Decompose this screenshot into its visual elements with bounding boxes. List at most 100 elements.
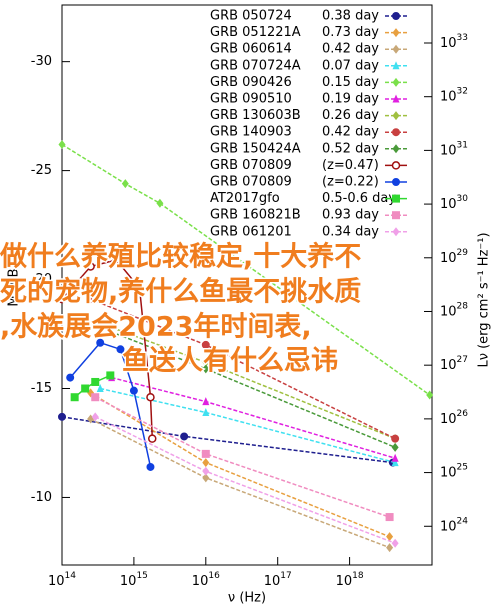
y2-tick-label: 1031 (440, 140, 468, 158)
legend-marker (392, 211, 400, 220)
data-point (202, 473, 210, 483)
y2-axis-label: Lν (erg cm² s⁻¹ Hz⁻¹) (477, 232, 492, 367)
data-point (201, 449, 210, 458)
watermark-text: 死的宠物,养什么鱼最不挑水质 (0, 276, 361, 308)
data-point (146, 462, 155, 471)
data-point (385, 513, 394, 522)
data-point (202, 357, 210, 367)
legend-name: GRB 150424A (210, 141, 301, 156)
data-point (202, 364, 210, 374)
legend-epoch: 0.07 day (322, 58, 379, 73)
series-line (111, 376, 396, 459)
legend-marker (392, 128, 400, 137)
data-point (106, 371, 115, 380)
legend-epoch: 0.26 day (322, 108, 379, 123)
y2-tick-label: 1029 (440, 247, 468, 265)
legend-marker (392, 94, 400, 103)
data-point (91, 377, 100, 386)
data-point (96, 322, 104, 332)
y-tick-label: -30 (31, 54, 52, 69)
data-point (70, 393, 79, 402)
legend-epoch: (z=0.47) (322, 158, 379, 173)
y2-tick-label: 1026 (440, 408, 468, 426)
y-tick-label: -25 (31, 163, 52, 178)
data-point (146, 392, 155, 402)
data-point (202, 397, 210, 406)
legend-epoch: 0.42 day (322, 125, 379, 140)
data-point (58, 412, 66, 421)
series-line (94, 416, 396, 544)
series-line (61, 143, 431, 396)
data-point (58, 139, 66, 149)
y2-tick-label: 1032 (440, 86, 468, 104)
legend-epoch: 0.42 day (322, 42, 379, 57)
data-point (386, 543, 394, 553)
legend-name: GRB 140903 (210, 125, 292, 140)
data-point (116, 345, 125, 354)
y2-tick-label: 1027 (440, 355, 468, 373)
data-point (86, 262, 95, 271)
y2-tick-label: 1028 (440, 301, 468, 319)
data-point (112, 255, 121, 265)
legend-marker (392, 28, 400, 38)
series-line (61, 416, 393, 464)
legend-marker (392, 61, 400, 70)
legend-name: GRB 070809 (210, 158, 292, 173)
x-tick-label: 1015 (120, 571, 148, 589)
legend-marker (392, 12, 400, 20)
legend-epoch: 0.73 day (322, 25, 379, 40)
x-tick-label: 1016 (192, 571, 220, 589)
data-point (156, 198, 164, 208)
legend-name: GRB 070809 (210, 175, 292, 190)
data-point (386, 532, 394, 542)
series-line (74, 374, 111, 398)
data-point (148, 434, 157, 443)
series-line (90, 418, 390, 549)
data-point (391, 442, 399, 452)
data-point (108, 322, 116, 332)
data-point (202, 407, 210, 416)
series-line (94, 396, 390, 518)
data-point (91, 412, 99, 422)
legend-name: GRB 051221A (210, 25, 301, 40)
data-point (202, 466, 210, 476)
watermark-text: ,水族展会2023年时间表, (0, 311, 312, 343)
legend-epoch: 0.34 day (322, 224, 379, 239)
legend-epoch: 0.52 day (322, 141, 379, 156)
legend-epoch: 0.5-0.6 day (322, 191, 396, 206)
legend-name: GRB 090510 (210, 92, 292, 107)
watermark-text: 做什么养殖比较稳定,十大养不 (0, 241, 361, 273)
data-point (81, 384, 90, 393)
data-point (201, 340, 210, 349)
y-tick-label: -20 (31, 272, 52, 287)
data-point (391, 453, 399, 462)
legend-name: GRB 070724A (210, 58, 301, 73)
data-point (66, 373, 75, 382)
data-point (121, 179, 129, 189)
y-axis-label: M (AB) (7, 263, 22, 306)
legend-name: GRB 060614 (210, 42, 292, 57)
x-tick-label: 1017 (264, 571, 292, 589)
legend-marker (392, 111, 400, 121)
series-line (99, 326, 396, 448)
data-point (180, 432, 189, 441)
legend-name: AT2017gfo (210, 191, 280, 206)
legend-name: GRB 160821B (210, 208, 301, 223)
legend-marker (392, 77, 400, 87)
data-point (391, 538, 399, 548)
legend-epoch: 0.15 day (322, 75, 379, 90)
legend-marker (392, 227, 400, 237)
data-point (426, 390, 434, 400)
legend-name: GRB 130603B (210, 108, 301, 123)
legend-marker (392, 178, 400, 186)
legend-marker (392, 144, 400, 154)
legend-epoch: 0.93 day (322, 208, 379, 223)
y2-tick-label: 1030 (440, 194, 468, 212)
data-point (129, 386, 138, 395)
legend-epoch: (z=0.22) (322, 175, 379, 190)
x-axis-label: ν (Hz) (228, 591, 266, 606)
y2-tick-label: 1024 (440, 516, 468, 534)
data-point (91, 393, 100, 402)
